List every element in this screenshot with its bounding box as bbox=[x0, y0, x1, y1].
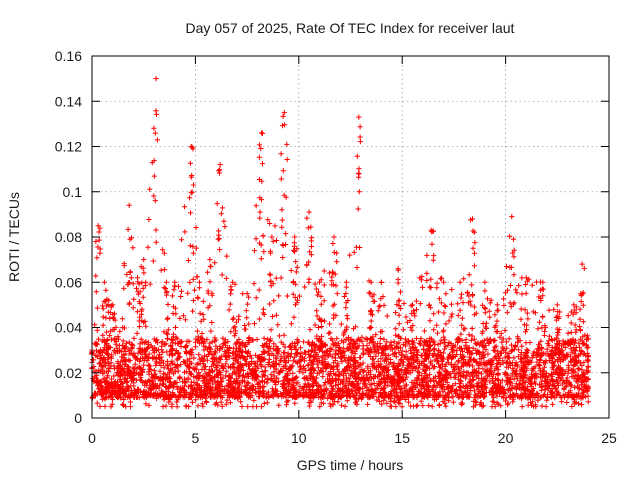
y-tick-label: 0.02 bbox=[55, 365, 82, 381]
x-tick-label: 10 bbox=[291, 430, 307, 446]
y-tick-label: 0.14 bbox=[55, 93, 82, 109]
y-tick-label: 0.08 bbox=[55, 229, 82, 245]
x-tick-label: 0 bbox=[88, 430, 96, 446]
x-tick-labels: 0 5 10 15 20 25 bbox=[88, 430, 617, 446]
roti-points bbox=[89, 76, 591, 410]
x-tick-label: 25 bbox=[601, 430, 617, 446]
x-axis-label: GPS time / hours bbox=[297, 457, 404, 473]
y-axis-label: ROTI / TECUs bbox=[6, 192, 22, 282]
x-tick-label: 20 bbox=[498, 430, 514, 446]
y-tick-label: 0.12 bbox=[55, 139, 82, 155]
y-tick-label: 0.06 bbox=[55, 274, 82, 290]
y-tick-label: 0.16 bbox=[55, 48, 82, 64]
chart-title: Day 057 of 2025, Rate Of TEC Index for r… bbox=[186, 20, 515, 36]
x-tick-label: 5 bbox=[192, 430, 200, 446]
y-tick-label: 0 bbox=[74, 410, 82, 426]
roti-data-points bbox=[89, 76, 591, 410]
y-tick-labels: 0 0.02 0.04 0.06 0.08 0.1 0.12 0.14 0.16 bbox=[55, 48, 82, 426]
axis-ticks bbox=[91, 55, 610, 419]
y-tick-label: 0.04 bbox=[55, 320, 82, 336]
x-tick-label: 15 bbox=[394, 430, 410, 446]
y-tick-label: 0.1 bbox=[63, 184, 83, 200]
